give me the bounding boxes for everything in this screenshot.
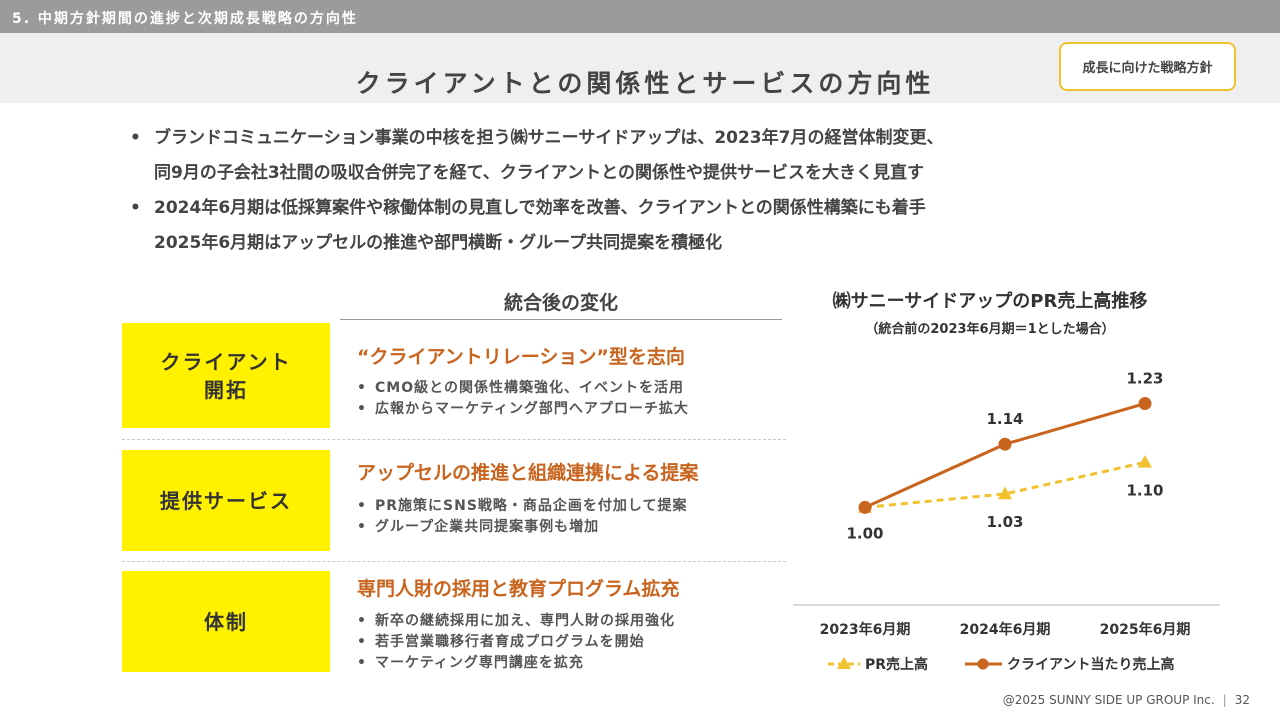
category-box-client: クライアント 開拓 [122,323,330,428]
bullet-line: 2025年6月期はアップセルの推進や部門横断・グループ共同提案を積極化 [154,233,723,253]
data-label: 1.23 [1126,370,1163,388]
category-box-structure: 体制 [122,571,330,672]
x-tick-label: 2025年6月期 [1100,621,1191,638]
x-tick-label: 2023年6月期 [820,621,911,638]
chart-subtitle: （統合前の2023年6月期＝1とした場合） [865,322,1115,337]
legend-label: PR売上高 [865,656,928,673]
bullet-marker: • [130,128,141,148]
category-label: クライアント [160,349,292,374]
row-heading: アップセルの推進と組織連携による提案 [357,462,699,484]
summary-bullet: • ブランドコミュニケーション事業の中核を担う㈱サニーサイドアップは、2023年… [130,121,1150,191]
summary-bullets: • ブランドコミュニケーション事業の中核を担う㈱サニーサイドアップは、2023年… [130,121,1150,261]
list-item: • 新卒の継続採用に加え、専門人財の採用強化 [357,613,675,629]
bullet-marker: • [130,198,141,218]
legend-marker-triangle [837,657,851,669]
row-heading: 専門人財の採用と教育プログラム拡充 [357,578,680,600]
row-heading: “クライアントリレーション”型を志向 [357,346,685,368]
data-point [1138,455,1152,468]
x-tick-label: 2024年6月期 [960,621,1051,638]
data-point [1138,397,1152,411]
strategy-badge: 成長に向けた戦略方針 [1059,42,1236,91]
category-box-services: 提供サービス [122,450,330,551]
list-item: • グループ企業共同提案事例も増加 [357,519,600,535]
category-label: 提供サービス [160,488,292,513]
legend-label: クライアント当たり売上高 [1007,656,1174,673]
category-label: 開拓 [203,377,248,402]
data-label: 1.10 [1126,481,1163,499]
data-label: 1.14 [986,410,1023,428]
bullet-line: 同9月の子会社3社間の吸収合併完了を経て、クライアントとの関係性や提供サービスを… [154,163,924,183]
changes-header: 統合後の変化 [503,292,618,314]
section-header-bar: 5. 中期方針期間の進捗と次期成長戦略の方向性 [0,0,1280,33]
list-item: • 若手営業職移行者育成プログラムを開始 [357,634,645,650]
data-label: 1.03 [986,513,1023,531]
list-item: • マーケティング専門講座を拡充 [357,655,584,671]
page-title: クライアントとの関係性とサービスの方向性 [355,69,935,98]
category-label: 体制 [204,609,248,634]
row-item-list: • PR施策にSNS戦略・商品企画を付加して提案 • グループ企業共同提案事例も増加 [357,496,688,538]
bullet-line: 2024年6月期は低採算案件や稼働体制の見直しで効率を改善、クライアントとの関係… [154,198,926,218]
list-item: • PR施策にSNS戦略・商品企画を付加して提案 [357,498,688,514]
section-label: 5. 中期方針期間の進捗と次期成長戦略の方向性 [12,11,358,27]
bullet-line: ブランドコミュニケーション事業の中核を担う㈱サニーサイドアップは、2023年7月… [154,128,944,148]
footer: @2025 SUNNY SIDE UP GROUP Inc. | 32 [1003,693,1250,707]
row-item-list: • CMO級との関係性構築強化、イベントを活用 • 広報からマーケティング部門へアプ… [357,378,689,420]
pr-sales-line-chart: 2023年6月期 2024年6月期 2025年6月期 1.00 1.03 1.10 1.14… [793,370,1220,673]
changes-header-rule [340,319,782,320]
legend-marker-circle [977,658,989,670]
footer-separator: | [1222,693,1227,707]
data-point [998,437,1012,451]
data-point [858,500,872,514]
row-item-list: • 新卒の継続採用に加え、専門人財の採用強化 • 若手営業職移行者育成プログラムを開… [357,611,675,674]
data-point [998,486,1012,500]
copyright-text: @2025 SUNNY SIDE UP GROUP Inc. [1002,693,1215,707]
list-item: • 広報からマーケティング部門へアプローチ拡大 [357,401,689,417]
data-label: 1.00 [846,524,883,542]
page-number: 32 [1234,693,1250,707]
list-item: • CMO級との関係性構築強化、イベントを活用 [357,380,684,396]
chart-title: ㈱サニーサイドアップのPR売上高推移 [832,291,1148,312]
series-line-pr-sales [864,460,1146,509]
row-divider [122,561,786,562]
summary-bullet: • 2024年6月期は低採算案件や稼働体制の見直しで効率を改善、クライアントとの… [130,191,1150,261]
row-divider [122,439,786,440]
